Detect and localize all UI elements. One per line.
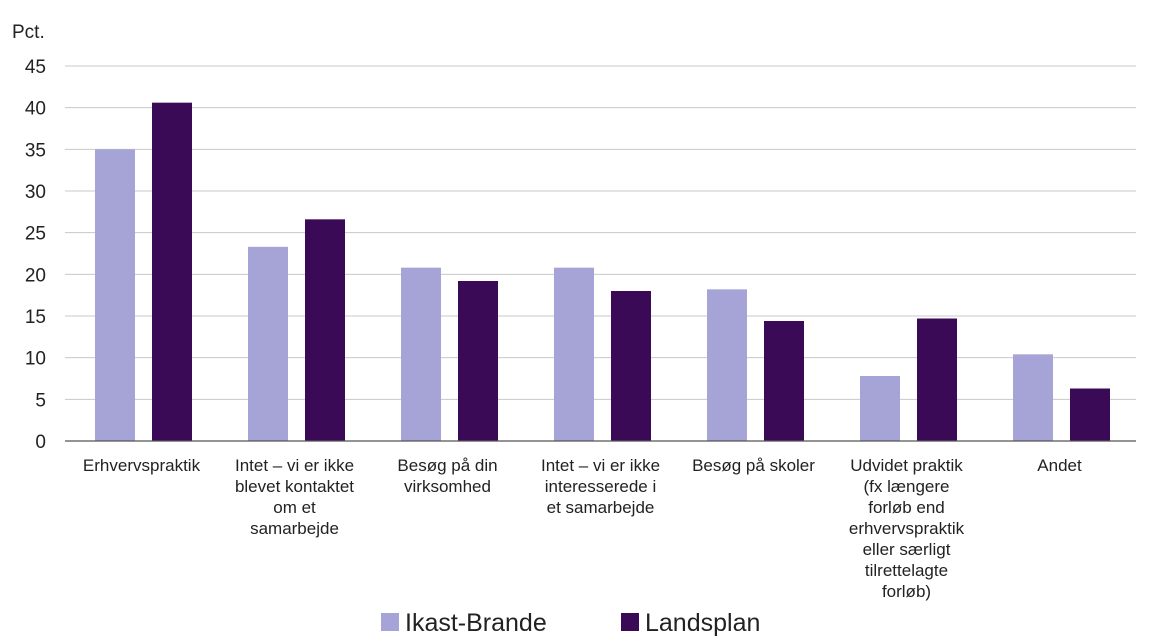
- y-axis-ticks: 0 5 10 15 20 25 30 35 40 45: [25, 57, 46, 453]
- x-category-label: Besøg på skoler: [692, 456, 815, 475]
- y-axis-unit-label: Pct.: [12, 22, 45, 43]
- category-labels: Erhvervspraktik Intet – vi er ikke blevet …: [83, 456, 1082, 601]
- legend-swatch: [621, 613, 639, 631]
- bar-landsplan: [1070, 388, 1110, 441]
- x-category-label: Andet: [1037, 456, 1082, 475]
- x-category-label: Erhvervspraktik: [83, 456, 201, 475]
- bar-landsplan: [305, 219, 345, 441]
- x-category-label-line: forløb end: [868, 498, 945, 517]
- y-tick-label: 45: [25, 57, 46, 78]
- bar-ikast-brande: [554, 267, 594, 441]
- x-category-label-line: samarbejde: [250, 519, 339, 538]
- x-category-label-line: blevet kontaktet: [235, 477, 354, 496]
- bars: [95, 102, 1110, 442]
- gridlines: [65, 65, 1136, 400]
- y-tick-label: 0: [35, 432, 46, 453]
- x-category-label-line: Intet – vi er ikke: [541, 456, 660, 475]
- y-tick-label: 30: [25, 182, 46, 203]
- x-category-label-line: et samarbejde: [547, 498, 655, 517]
- bar-landsplan: [764, 321, 804, 441]
- legend-label: Ikast-Brande: [405, 609, 547, 637]
- bar-landsplan: [917, 318, 957, 441]
- x-category-label-line: tilrettelagte: [865, 561, 948, 580]
- x-category-label-line: (fx længere: [864, 477, 950, 496]
- x-category-label-line: forløb): [882, 582, 931, 601]
- bar-ikast-brande: [707, 289, 747, 441]
- x-category-label-line: virksomhed: [404, 477, 491, 496]
- y-tick-label: 20: [25, 265, 46, 286]
- y-tick-label: 5: [35, 390, 46, 411]
- x-category-label-line: om et: [273, 498, 316, 517]
- bar-landsplan: [458, 281, 498, 441]
- bar-landsplan: [611, 291, 651, 441]
- x-category-label-line: erhvervspraktik: [849, 519, 965, 538]
- x-category-label: Intet – vi er ikke blevet kontaktet om et s…: [235, 456, 354, 538]
- bar-ikast-brande: [1013, 354, 1053, 441]
- x-category-label-line: Besøg på din: [397, 456, 497, 475]
- x-category-label: Besøg på din virksomhed: [397, 456, 497, 496]
- bar-ikast-brande: [860, 376, 900, 441]
- bar-ikast-brande: [248, 246, 288, 441]
- legend-swatch: [381, 613, 399, 631]
- y-tick-label: 10: [25, 349, 46, 370]
- legend-label: Landsplan: [645, 609, 760, 637]
- y-tick-label: 40: [25, 99, 46, 120]
- y-tick-label: 35: [25, 140, 46, 161]
- x-category-label-line: Udvidet praktik: [850, 456, 963, 475]
- y-tick-label: 15: [25, 307, 46, 328]
- x-category-label-line: Erhvervspraktik: [83, 456, 201, 475]
- x-category-label-line: Besøg på skoler: [692, 456, 815, 475]
- bar-landsplan: [152, 102, 192, 442]
- bar-ikast-brande: [95, 149, 135, 442]
- x-category-label-line: interesserede i: [545, 477, 657, 496]
- bar-ikast-brande: [401, 267, 441, 441]
- x-category-label: Udvidet praktik (fx længere forløb end erhv…: [849, 456, 965, 601]
- x-category-label-line: Intet – vi er ikke: [235, 456, 354, 475]
- legend: Ikast-Brande Landsplan: [381, 609, 760, 637]
- x-category-label: Intet – vi er ikke interesserede i et sama…: [541, 456, 660, 517]
- y-tick-label: 25: [25, 224, 46, 245]
- x-category-label-line: eller særligt: [863, 540, 951, 559]
- x-category-label-line: Andet: [1037, 456, 1082, 475]
